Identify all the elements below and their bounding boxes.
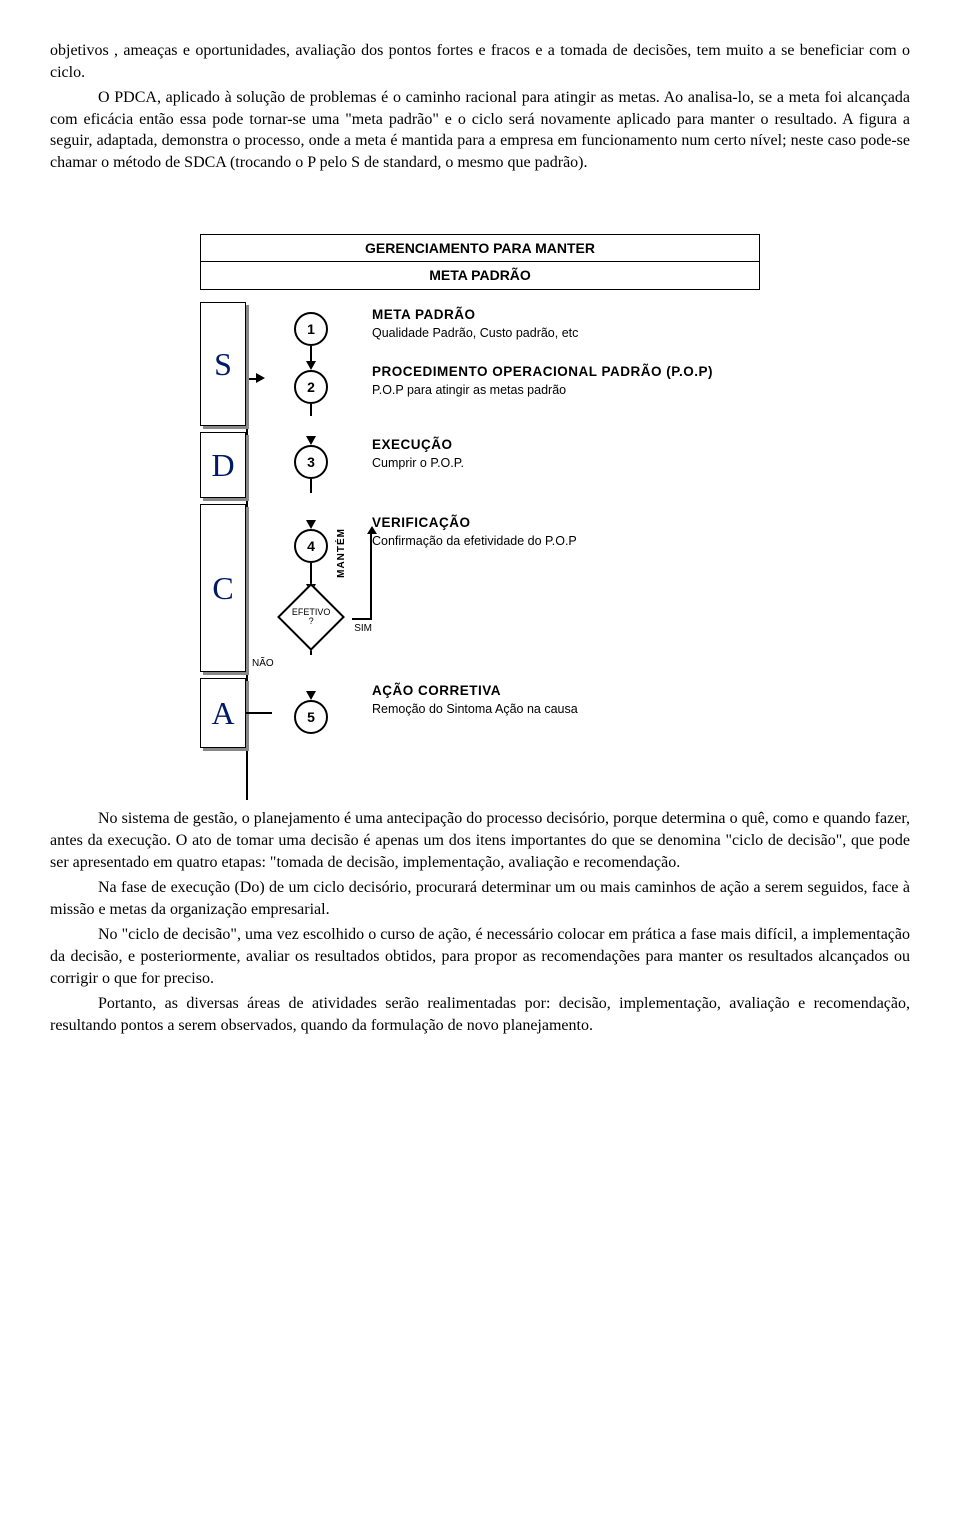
- step-circle-3: 3: [294, 445, 328, 479]
- step-circle-1: 1: [294, 312, 328, 346]
- step-circle-5: 5: [294, 700, 328, 734]
- step2-sub: P.O.P para atingir as metas padrão: [372, 382, 760, 399]
- step4-title: VERIFICAÇÃO: [372, 514, 760, 532]
- feedback-line-bottom: [246, 712, 272, 714]
- outro-p2: Na fase de execução (Do) de um ciclo dec…: [50, 877, 910, 920]
- step3-sub: Cumprir o P.O.P.: [372, 455, 760, 472]
- step1-sub: Qualidade Padrão, Custo padrão, etc: [372, 325, 760, 342]
- sdca-diagram: GERENCIAMENTO PARA MANTER META PADRÃO S …: [200, 234, 760, 749]
- letter-box-d: D: [200, 432, 246, 498]
- outro-p1: No sistema de gestão, o planejamento é u…: [50, 808, 910, 873]
- step5-sub: Remoção do Sintoma Ação na causa: [372, 701, 760, 718]
- outro-p4: Portanto, as diversas áreas de atividade…: [50, 993, 910, 1036]
- letter-box-s: S: [200, 302, 246, 426]
- decision-diamond: EFETIVO ?: [277, 583, 345, 651]
- diagram-header2: META PADRÃO: [201, 262, 760, 290]
- step4-sub: Confirmação da efetividade do P.O.P: [372, 533, 760, 550]
- outro-p3: No "ciclo de decisão", uma vez escolhido…: [50, 924, 910, 989]
- intro-p2: O PDCA, aplicado à solução de problemas …: [50, 87, 910, 173]
- step3-title: EXECUÇÃO: [372, 436, 760, 454]
- label-mantem: MANTÉM: [335, 528, 349, 578]
- step5-title: AÇÃO CORRETIVA: [372, 682, 760, 700]
- step-circle-4: 4: [294, 529, 328, 563]
- letter-box-c: C: [200, 504, 246, 672]
- arrow-icon: [306, 520, 316, 529]
- arrow-icon: [306, 361, 316, 370]
- label-sim: SIM: [354, 622, 372, 636]
- intro-p1: objetivos , ameaças e oportunidades, ava…: [50, 40, 910, 83]
- step1-title: META PADRÃO: [372, 306, 760, 324]
- label-nao: NÃO: [252, 657, 274, 671]
- sim-arrowhead: [367, 526, 377, 534]
- step2-title: PROCEDIMENTO OPERACIONAL PADRÃO (P.O.P): [372, 363, 760, 381]
- step-circle-2: 2: [294, 370, 328, 404]
- arrow-icon: [306, 436, 316, 445]
- sim-line: [352, 532, 372, 620]
- arrow-icon: [306, 691, 316, 700]
- diagram-header1: GERENCIAMENTO PARA MANTER: [201, 234, 760, 262]
- diagram-header-table: GERENCIAMENTO PARA MANTER META PADRÃO: [200, 234, 760, 291]
- letter-box-a: A: [200, 678, 246, 748]
